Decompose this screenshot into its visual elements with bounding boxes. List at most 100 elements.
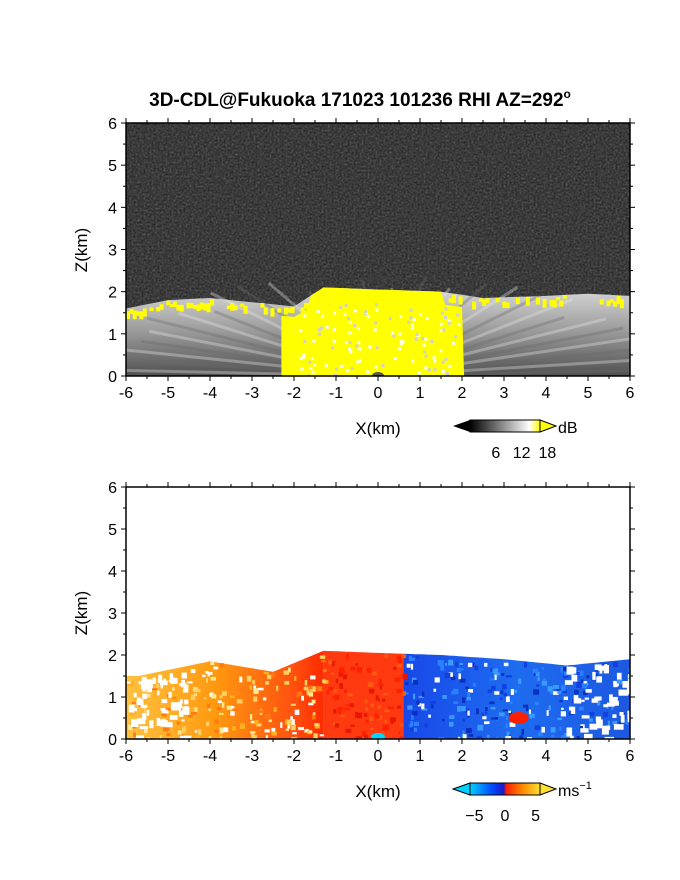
velocity-speckle xyxy=(193,693,197,696)
velocity-gap xyxy=(613,724,624,730)
velocity-speckle xyxy=(176,721,181,725)
velocity-speckle xyxy=(562,667,568,672)
velocity-speckle xyxy=(219,727,224,734)
velocity-speckle xyxy=(375,695,379,701)
velocity-speckle xyxy=(322,679,326,683)
echo-top-speckle xyxy=(126,311,130,320)
echo-top-speckle xyxy=(549,300,554,307)
echo-speckle xyxy=(399,340,402,344)
velocity-speckle xyxy=(331,660,335,667)
echo-top-speckle xyxy=(156,306,161,312)
velocity-gap xyxy=(597,665,607,671)
velocity-speckle xyxy=(364,713,368,717)
velocity-speckle xyxy=(485,707,488,712)
velocity-speckle xyxy=(214,729,219,733)
velocity-speckle xyxy=(264,729,270,733)
velocity-speckle xyxy=(328,686,334,691)
velocity-speckle xyxy=(367,682,374,687)
velocity-speckle xyxy=(481,712,484,717)
echo-top-speckle xyxy=(270,308,275,317)
velocity-speckle xyxy=(384,719,387,724)
echo-speckle xyxy=(454,335,458,339)
echo-speckle xyxy=(356,360,360,364)
velocity-speckle xyxy=(561,735,566,739)
echo-speckle xyxy=(399,314,403,318)
velocity-speckle xyxy=(313,733,318,739)
velocity-gap xyxy=(164,722,173,728)
echo-speckle xyxy=(333,374,337,376)
velocity-speckle xyxy=(361,730,367,736)
velocity-speckle xyxy=(208,736,212,739)
colorbar-2-unit: ms−1 xyxy=(558,780,592,800)
echo-speckle xyxy=(392,334,396,338)
velocity-speckle xyxy=(304,680,308,686)
velocity-speckle xyxy=(287,719,293,726)
velocity-speckle xyxy=(319,655,326,659)
velocity-gap xyxy=(585,689,592,693)
echo-speckle xyxy=(348,347,352,351)
velocity-speckle xyxy=(184,699,189,705)
velocity-speckle xyxy=(463,708,470,713)
velocity-speckle xyxy=(404,682,409,686)
velocity-speckle xyxy=(230,695,235,699)
echo-speckle xyxy=(312,363,316,367)
velocity-speckle xyxy=(374,713,379,719)
echo-top-speckle xyxy=(287,308,292,313)
echo-speckle xyxy=(308,360,312,364)
y-axis-label-1: Z(km) xyxy=(72,228,91,272)
velocity-speckle xyxy=(495,716,498,720)
echo-top-speckle xyxy=(599,299,604,305)
echo-top-speckle xyxy=(354,289,359,298)
velocity-speckle xyxy=(311,699,316,704)
echo-speckle xyxy=(375,346,379,350)
echo-top-speckle xyxy=(139,311,144,320)
echo-speckle xyxy=(410,326,414,330)
velocity-speckle xyxy=(541,726,545,733)
velocity-speckle xyxy=(339,667,345,673)
echo-top-speckle xyxy=(357,289,362,296)
echo-top-speckle xyxy=(317,296,322,304)
echo-speckle xyxy=(439,349,443,353)
echo-top-speckle xyxy=(169,304,174,308)
velocity-speckle xyxy=(295,736,298,739)
velocity-speckle xyxy=(298,727,304,731)
velocity-gap xyxy=(628,674,630,678)
echo-speckle xyxy=(439,329,443,332)
velocity-speckle xyxy=(549,690,555,695)
velocity-gap xyxy=(179,683,187,687)
axes-1: -6 -5 -4 -3 -2 -1 0 1 2 3 4 5 6 0 1 2 3 4 5 6 xyxy=(108,116,635,402)
echo-speckle xyxy=(348,340,352,344)
velocity-gap xyxy=(169,715,178,720)
velocity-speckle xyxy=(301,695,304,701)
velocity-speckle xyxy=(510,689,514,695)
echo-top-speckle xyxy=(435,295,440,301)
velocity-speckle xyxy=(133,732,136,738)
velocity-speckle xyxy=(553,685,559,689)
colorbar-tick-label: 12 xyxy=(513,445,531,462)
velocity-speckle xyxy=(474,665,479,671)
x-tick-label: 1 xyxy=(416,748,425,765)
echo-speckle xyxy=(358,359,362,363)
velocity-speckle xyxy=(226,705,233,710)
velocity-speckle xyxy=(550,727,556,733)
velocity-speckle xyxy=(294,676,297,681)
velocity-speckle xyxy=(543,678,546,681)
velocity-speckle xyxy=(466,728,472,734)
echo-speckle xyxy=(423,350,427,354)
velocity-speckle xyxy=(424,723,428,728)
echo-top-speckle xyxy=(176,304,181,311)
velocity-speckle xyxy=(182,727,186,733)
velocity-speckle xyxy=(134,698,137,704)
velocity-speckle xyxy=(595,716,602,723)
velocity-speckle xyxy=(178,719,182,722)
echo-speckle xyxy=(448,364,452,368)
velocity-gap xyxy=(178,710,184,717)
velocity-speckle xyxy=(172,687,175,691)
echo-speckle xyxy=(456,313,460,317)
velocity-speckle xyxy=(583,690,588,695)
echo-speckle xyxy=(374,321,378,325)
velocity-speckle xyxy=(160,708,166,711)
velocity-speckle xyxy=(385,653,388,656)
velocity-speckle xyxy=(525,707,529,712)
velocity-speckle xyxy=(347,693,353,697)
